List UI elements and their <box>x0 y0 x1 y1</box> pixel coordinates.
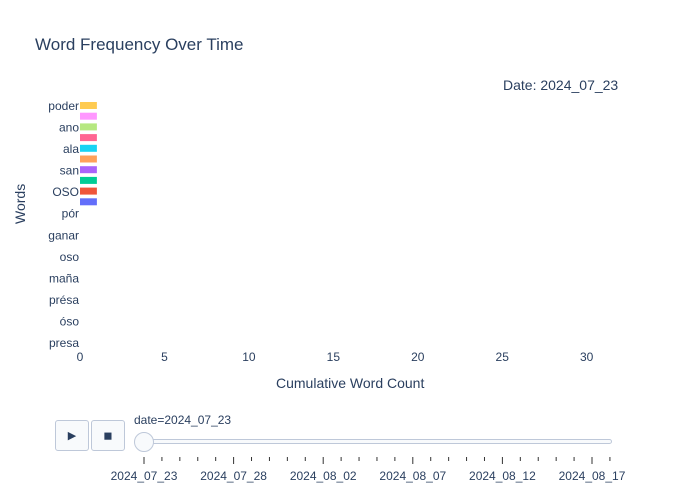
y-tick-label: ganar <box>48 228 79 242</box>
bar <box>80 112 97 120</box>
y-tick-label: ala <box>63 142 79 156</box>
chart-title: Word Frequency Over Time <box>35 35 244 54</box>
slider-current-label: date=2024_07_23 <box>134 413 232 427</box>
x-tick-label: 0 <box>77 350 84 364</box>
stop-icon: ◼ <box>103 430 113 442</box>
slider-tick-label: 2024_08_12 <box>469 469 536 483</box>
y-tick-label: maña <box>49 271 79 285</box>
bar <box>80 198 97 206</box>
bar <box>80 155 97 163</box>
date-slider-track[interactable] <box>144 439 612 444</box>
x-tick-label: 20 <box>411 350 425 364</box>
play-icon: ▶ <box>67 430 77 442</box>
slider-tick-label: 2024_07_23 <box>111 469 178 483</box>
slider-tick-label: 2024_08_02 <box>290 469 357 483</box>
y-tick-label: poder <box>48 99 79 113</box>
y-tick-label: oso <box>60 250 80 264</box>
bar <box>80 134 97 142</box>
y-tick-label: san <box>60 164 79 178</box>
date-annotation: Date: 2024_07_23 <box>503 77 619 93</box>
x-tick-label: 5 <box>161 350 168 364</box>
play-button[interactable]: ▶ <box>55 420 89 451</box>
bar <box>80 123 97 131</box>
bar <box>80 144 97 152</box>
bar <box>80 187 97 195</box>
y-tick-label: présa <box>49 293 79 307</box>
slider-tick-label: 2024_08_17 <box>559 469 626 483</box>
y-tick-label: pór <box>62 207 79 221</box>
slider-tick-label: 2024_07_28 <box>200 469 267 483</box>
x-tick-label: 30 <box>580 350 594 364</box>
stop-button[interactable]: ◼ <box>91 420 125 451</box>
bar <box>80 176 97 184</box>
y-tick-label: ano <box>59 121 79 135</box>
bar <box>80 102 97 109</box>
bar <box>80 166 97 174</box>
x-tick-label: 15 <box>327 350 341 364</box>
y-axis-label: Words <box>12 183 28 224</box>
x-tick-label: 10 <box>242 350 256 364</box>
date-slider-handle[interactable] <box>134 432 154 452</box>
x-tick-label: 25 <box>496 350 510 364</box>
y-tick-label: presa <box>49 336 79 350</box>
y-tick-label: OSO <box>52 185 79 199</box>
slider-tick-label: 2024_08_07 <box>379 469 446 483</box>
y-tick-label: óso <box>60 314 80 328</box>
x-axis-label: Cumulative Word Count <box>276 375 425 391</box>
